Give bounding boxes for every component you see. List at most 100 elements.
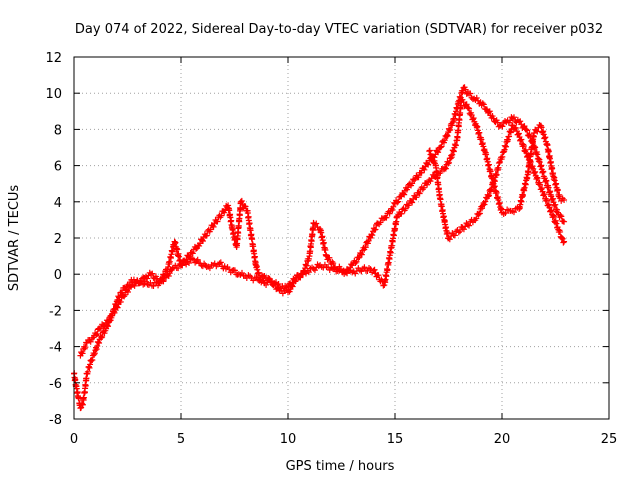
data-point: [534, 175, 541, 182]
data-point: [449, 122, 456, 129]
data-point: [394, 199, 401, 206]
data-point: [352, 259, 359, 266]
data-point: [217, 259, 224, 266]
data-point: [561, 238, 568, 245]
data-point: [541, 191, 548, 198]
data-point: [444, 131, 451, 138]
x-axis-label: GPS time / hours: [286, 459, 395, 474]
data-point: [527, 159, 534, 166]
data-point: [525, 152, 532, 159]
data-point: [375, 272, 382, 279]
x-tick-label: 10: [280, 432, 297, 447]
data-point: [330, 260, 337, 267]
data-point: [476, 210, 483, 217]
y-tick-label: 6: [54, 160, 62, 175]
y-tick-label: -8: [49, 413, 62, 428]
data-point: [521, 123, 528, 130]
data-point: [93, 346, 100, 353]
data-point: [558, 235, 565, 241]
data-point: [494, 119, 501, 126]
data-point: [485, 193, 492, 200]
data-point: [544, 197, 551, 204]
data-point: [524, 127, 531, 134]
data-point: [522, 146, 529, 153]
data-point: [380, 282, 387, 289]
data-point: [362, 244, 369, 251]
data-point: [207, 226, 214, 233]
data-point: [424, 160, 431, 167]
data-point: [98, 334, 105, 341]
data-point: [138, 278, 145, 285]
data-point: [88, 358, 95, 365]
y-axis-label: SDTVAR / TECUs: [7, 185, 22, 292]
data-point: [161, 272, 168, 279]
data-point: [441, 137, 448, 144]
data-point: [457, 228, 464, 235]
data-point: [466, 105, 473, 112]
data-point: [210, 223, 217, 230]
data-point: [361, 264, 368, 271]
data-point: [518, 136, 525, 143]
x-tick-label: 15: [387, 432, 404, 447]
data-point: [214, 218, 221, 225]
data-point: [182, 259, 189, 266]
data-point: [114, 304, 121, 311]
data-point: [106, 318, 113, 325]
data-point: [428, 152, 435, 159]
data-point: [426, 148, 433, 155]
data-point: [558, 213, 565, 220]
y-tick-label: 8: [54, 123, 62, 138]
data-point: [415, 174, 422, 181]
data-point: [463, 101, 470, 108]
data-point: [99, 333, 106, 340]
data-point: [416, 190, 423, 197]
chart-title: Day 074 of 2022, Sidereal Day-to-day VTE…: [75, 22, 603, 37]
data-point: [445, 160, 452, 167]
data-point: [526, 131, 533, 138]
data-point: [203, 232, 210, 239]
data-point: [185, 253, 192, 260]
data-point: [111, 309, 118, 316]
data-point: [502, 209, 509, 216]
data-point: [355, 254, 362, 261]
data-point: [442, 165, 449, 172]
data-point: [488, 185, 495, 192]
data-point: [117, 298, 124, 305]
data-point: [87, 338, 94, 345]
data-point: [259, 277, 266, 284]
data-point: [485, 108, 492, 115]
data-point: [158, 278, 165, 285]
data-point: [267, 278, 274, 285]
data-point: [446, 159, 453, 166]
x-tick-label: 5: [177, 432, 185, 447]
data-point: [415, 189, 422, 196]
data-point: [179, 262, 186, 269]
data-point: [206, 265, 213, 272]
data-point: [272, 282, 279, 289]
data-point: [389, 207, 396, 214]
data-point: [404, 184, 411, 191]
data-point: [390, 203, 397, 210]
data-point: [94, 343, 101, 350]
data-point: [424, 181, 431, 188]
grid-lines: [74, 57, 609, 419]
data-point: [275, 284, 282, 291]
data-point: [517, 118, 524, 125]
data-point: [517, 137, 524, 144]
data-point: [545, 201, 552, 208]
data-point: [79, 350, 86, 357]
data-point: [400, 190, 407, 197]
data-points: [71, 84, 568, 412]
data-point: [510, 209, 517, 216]
data-point: [557, 228, 564, 235]
y-tick-label: 2: [54, 232, 62, 247]
data-point: [124, 289, 131, 296]
data-point: [420, 184, 427, 191]
data-point: [297, 274, 304, 281]
y-tick-label: -2: [49, 304, 62, 319]
data-point: [435, 149, 442, 156]
data-point: [479, 205, 486, 212]
data-point: [358, 251, 365, 258]
data-point: [489, 181, 496, 188]
data-point: [83, 339, 90, 346]
